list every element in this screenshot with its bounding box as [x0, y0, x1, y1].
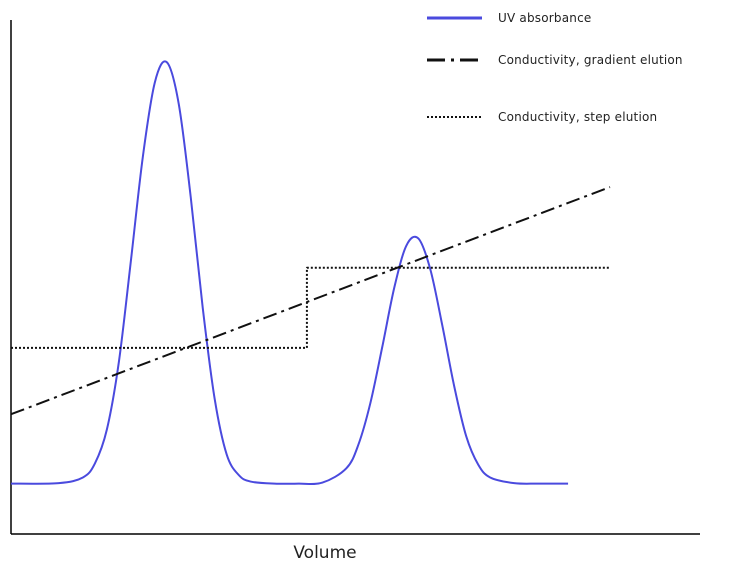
- series-line-3: [11, 266, 610, 349]
- series-layer: [10, 60, 611, 486]
- series-line-2: [10, 186, 611, 416]
- legend: UV absorbance Conductivity, gradient elut…: [427, 11, 683, 124]
- axes: [10, 20, 700, 535]
- legend-label-1: UV absorbance: [498, 11, 591, 25]
- legend-label-3: Conductivity, step elution: [498, 110, 657, 124]
- legend-label-2: Conductivity, gradient elution: [498, 53, 683, 67]
- series-line-1: [10, 60, 569, 486]
- x-axis-label: Volume: [293, 543, 356, 563]
